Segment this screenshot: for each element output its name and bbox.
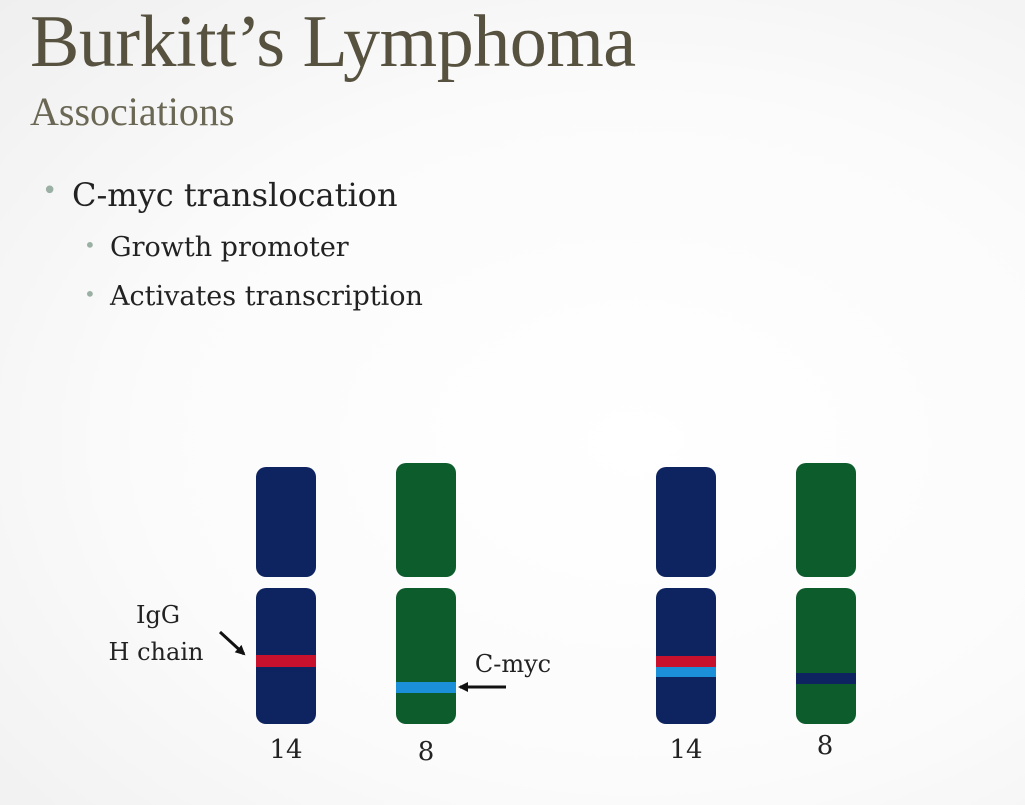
chromosome-14-normal [256,467,316,724]
cmyc-band [396,682,456,693]
chromosome-8-long-arm [396,588,456,724]
bullet-text: Growth promoter [110,232,349,263]
bullet-dot-icon: • [42,176,58,206]
chromosome-14-short-arm [656,467,716,577]
cmyc-label: C-myc [475,650,551,678]
bullet-dot-icon: • [84,233,96,257]
igg-label-line-1: IgG [136,601,180,629]
chromosome-8-normal-number: 8 [418,737,435,767]
chromosome-8-normal [396,463,456,724]
bullet-dot-icon: • [84,282,96,306]
chromosome-8-translocated-number: 8 [817,731,834,761]
bullet-text: Activates transcription [110,281,423,312]
chromosome-14-translocated-number: 14 [669,735,702,765]
chromosome-14-translocated [656,467,716,724]
chromosome-8-translocated [796,463,856,724]
chromosome-14-normal-number: 14 [269,735,302,765]
igg-arrow-icon [218,630,246,656]
igg-h-chain-band [656,656,716,667]
slide-title: Burkitt’s Lymphoma [30,1,636,83]
chromosome-8-short-arm [796,463,856,577]
igg-h-chain-band [256,655,316,667]
cmyc-band-translocated [656,667,716,677]
chromosome-14-short-arm [256,467,316,577]
bullet-item-growth-promoter: • Growth promoter [84,232,349,263]
igg-label-line-2: H chain [109,638,204,666]
chromosome-8-short-arm [396,463,456,577]
chromosome-14-segment-band [796,673,856,684]
bullet-item-cmyc-translocation: • C-myc translocation [42,176,398,214]
slide-subtitle: Associations [30,89,235,134]
bullet-item-activates-transcription: • Activates transcription [84,281,423,312]
bullet-text: C-myc translocation [72,176,398,214]
chromosome-8-long-arm [796,588,856,724]
